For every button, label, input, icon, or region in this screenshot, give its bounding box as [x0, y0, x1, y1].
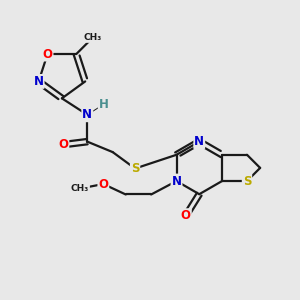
Text: S: S	[131, 162, 139, 175]
Text: N: N	[82, 108, 92, 121]
Text: N: N	[194, 135, 204, 148]
Text: S: S	[243, 175, 251, 188]
Text: O: O	[98, 178, 108, 190]
Text: O: O	[181, 209, 191, 222]
Text: N: N	[172, 175, 182, 188]
Text: O: O	[58, 138, 68, 151]
Text: O: O	[43, 47, 52, 61]
Text: N: N	[34, 75, 44, 88]
Text: H: H	[99, 98, 109, 111]
Text: CH₃: CH₃	[71, 184, 89, 193]
Text: CH₃: CH₃	[84, 33, 102, 42]
